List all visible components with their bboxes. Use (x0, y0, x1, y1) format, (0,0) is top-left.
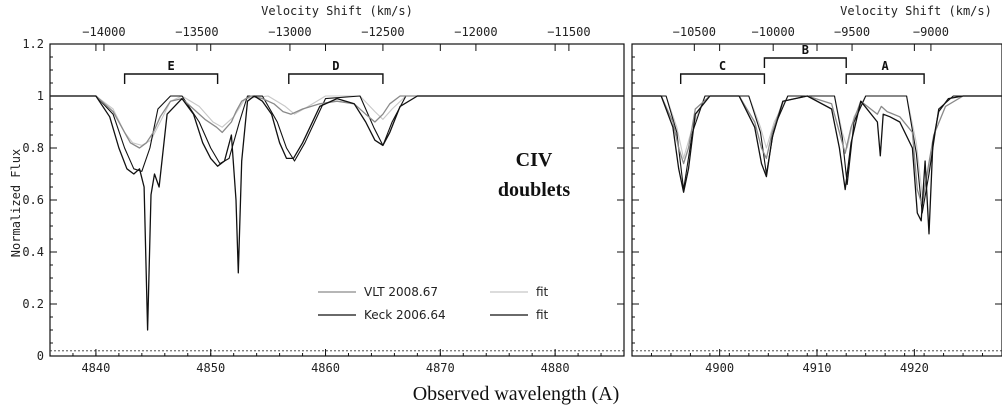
series-line-keck-2006-64 (50, 95, 624, 331)
component-label-a: A (882, 59, 890, 73)
annotation-doublets: doublets (498, 179, 570, 201)
legend-label: VLT 2008.67 (364, 285, 438, 299)
top-tick-label: −12500 (361, 25, 404, 39)
legend-label: fit (536, 285, 549, 299)
y-axis-title: Normalized Flux (9, 149, 23, 257)
x-tick-label: 4850 (196, 361, 225, 375)
top-axis-title-right: Velocity Shift (km/s) (840, 4, 992, 18)
component-bracket-c (679, 73, 766, 84)
y-tick-label: 0.8 (22, 141, 44, 155)
y-tick-label: 0.4 (22, 245, 44, 259)
legend: VLT 2008.67 fit Keck 2006.64 fit (318, 285, 549, 322)
legend-label: Keck 2006.64 (364, 308, 446, 322)
component-label-b: B (802, 43, 809, 57)
annotation-civ: CIV (516, 149, 553, 171)
y-tick-label: 0 (37, 349, 44, 363)
y-tick-label: 0.2 (22, 297, 44, 311)
component-bracket-e (123, 73, 219, 84)
top-tick-label: −12000 (454, 25, 497, 39)
top-tick-label: −10500 (673, 25, 716, 39)
top-tick-label: −13000 (268, 25, 311, 39)
plot-frame (631, 43, 1002, 357)
fit-line-0 (50, 95, 624, 146)
fit-line-1 (632, 95, 1002, 214)
top-tick-label: −11500 (547, 25, 590, 39)
component-bracket-d (288, 73, 384, 84)
x-tick-label: 4880 (541, 361, 570, 375)
component-bracket-a (845, 73, 925, 84)
x-axis-title: Observed wavelength (A) (413, 383, 620, 405)
top-tick-label: −10000 (752, 25, 795, 39)
component-label-e: E (167, 59, 174, 73)
component-label-c: C (719, 59, 726, 73)
series-line-vlt-2008-67 (632, 95, 1002, 206)
top-axis-title-left: Velocity Shift (km/s) (261, 4, 413, 18)
y-tick-label: 1.2 (22, 37, 44, 51)
legend-label: fit (536, 308, 549, 322)
y-tick-label: 0.6 (22, 193, 44, 207)
right-panel: 4900 4910 4920 −10500 −10000 −9500 −9000 C B A (631, 25, 1002, 375)
top-tick-label: −9500 (834, 25, 870, 39)
top-tick-label: −14000 (82, 25, 125, 39)
left-panel: 4840 4850 4860 4870 4880 −14000 −13500 −13000 −1… (22, 25, 625, 375)
top-tick-label: −13500 (175, 25, 218, 39)
series-line-vlt-2008-67 (50, 95, 624, 149)
data-lines (50, 95, 624, 331)
x-tick-label: 4910 (803, 361, 832, 375)
x-tick-label: 4840 (81, 361, 110, 375)
y-tick-label: 1 (37, 89, 44, 103)
series-line-keck-2006-64 (632, 95, 1002, 235)
x-tick-label: 4860 (311, 361, 340, 375)
component-label-d: D (332, 59, 339, 73)
fit-line-0 (632, 95, 1002, 196)
x-tick-label: 4920 (900, 361, 929, 375)
x-tick-label: 4900 (705, 361, 734, 375)
top-tick-label: −9000 (913, 25, 949, 39)
component-bracket-b (763, 57, 847, 68)
data-lines (632, 95, 1002, 235)
x-tick-label: 4870 (426, 361, 455, 375)
